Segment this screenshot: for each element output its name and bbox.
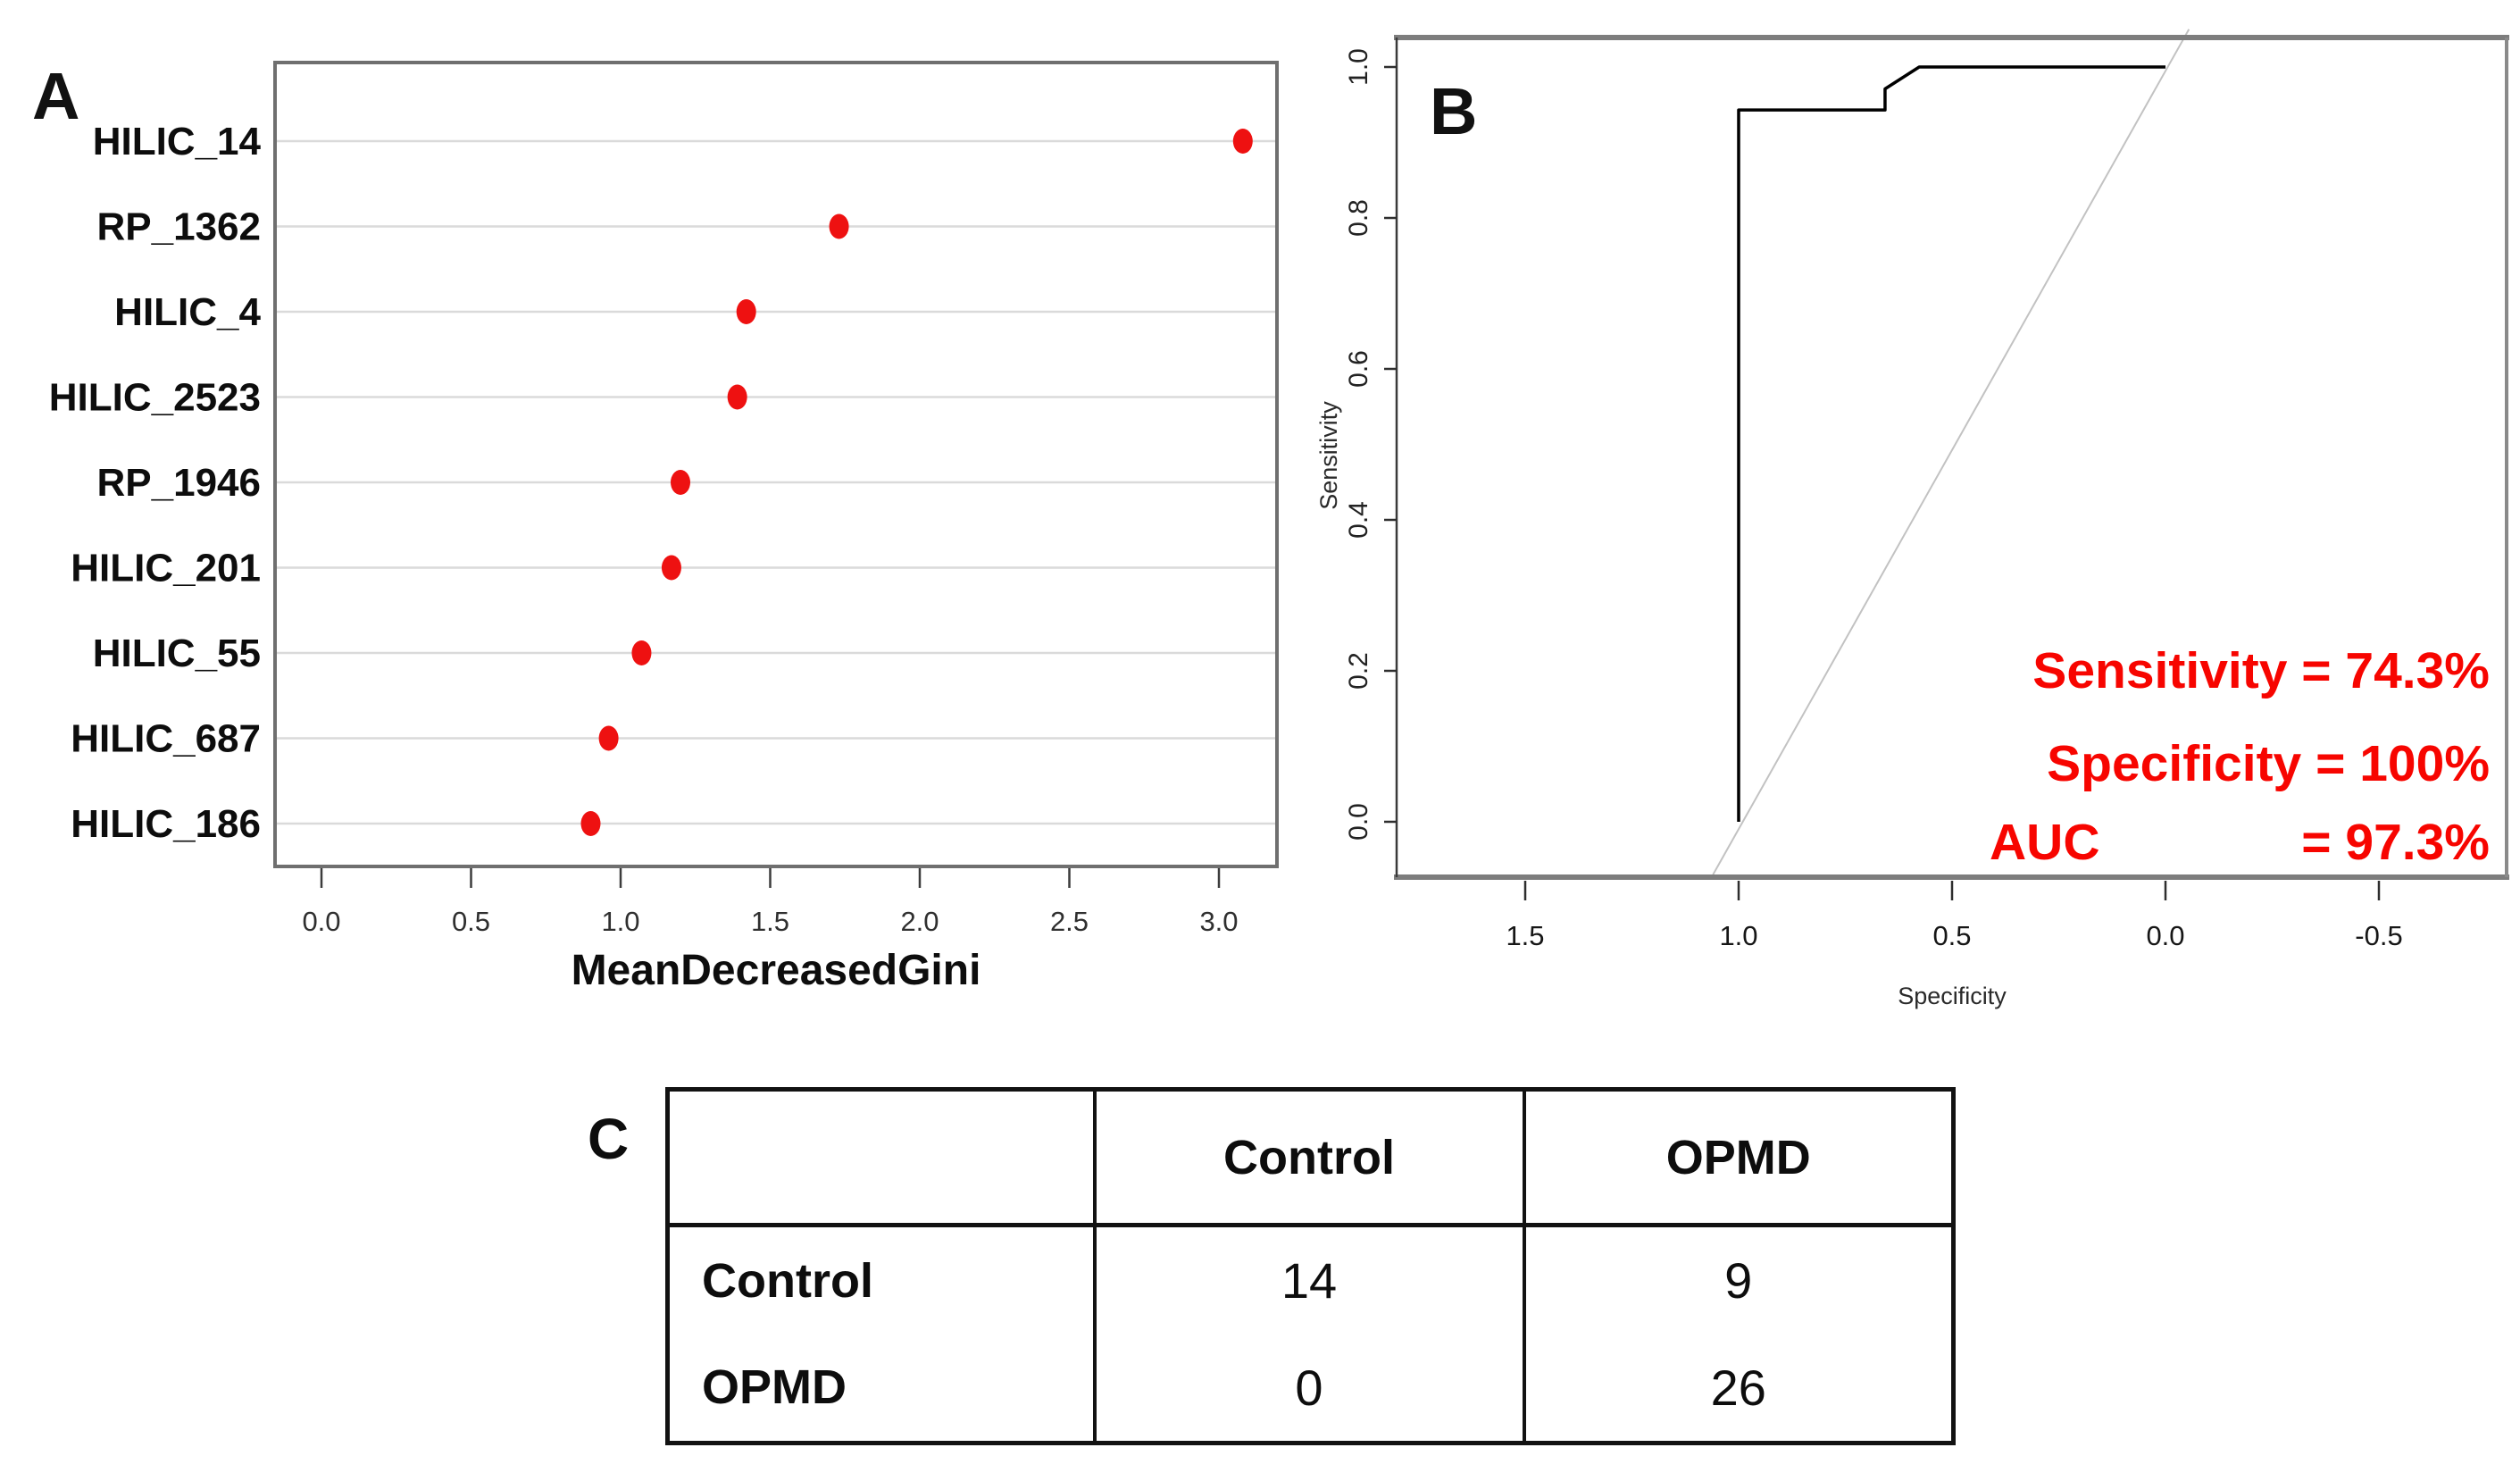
auc-annotation-label: AUC: [1990, 814, 2100, 871]
table-row-label-opmd: OPMD: [702, 1360, 847, 1415]
x-tick-label: 3.0: [1199, 906, 1238, 937]
data-point: [829, 213, 849, 239]
data-point: [671, 470, 690, 495]
category-label: HILIC_14: [93, 120, 262, 163]
y-tick-label: 0.0: [1344, 803, 1373, 841]
x-tick-label: 0.0: [2146, 920, 2184, 951]
x-tick-label: 2.5: [1050, 906, 1089, 937]
data-point: [1232, 129, 1253, 154]
data-point: [727, 384, 747, 410]
y-tick-label: 1.0: [1344, 48, 1373, 86]
table-cell-control-control: 14: [1092, 1225, 1524, 1335]
category-label: HILIC_55: [93, 632, 261, 675]
x-tick-label: 1.0: [601, 906, 639, 937]
table-row-control: Control 14 9: [668, 1225, 1954, 1335]
charts-svg: HILIC_14 RP_1362 HILIC_4 HILIC_2523 RP_1946 H…: [32, 29, 2509, 1009]
data-point: [598, 725, 619, 751]
x-tick-label: 1.0: [1719, 920, 1757, 951]
y-tick-label: 0.2: [1344, 652, 1373, 690]
data-point: [580, 811, 601, 836]
plot-frame: [273, 61, 1279, 868]
table-row-opmd: OPMD 0 26: [668, 1334, 1954, 1443]
panel-b-x-axis-title: Specificity: [1898, 983, 2007, 1009]
panel-c-label: C: [588, 1107, 630, 1171]
category-label: HILIC_2523: [49, 376, 261, 420]
panel-b-y-axis-title: Sensitivity: [1315, 401, 1342, 510]
y-tick-label: 0.6: [1344, 350, 1373, 388]
data-point: [631, 640, 652, 665]
table-header-row: Control OPMD: [667, 1089, 1954, 1227]
table-header-control: Control: [1092, 1089, 1524, 1227]
x-tick-label: -0.5: [2355, 920, 2402, 951]
table-cell-control-opmd: 9: [1522, 1225, 1954, 1335]
data-point: [736, 299, 756, 324]
x-tick-label: 0.5: [1932, 920, 1971, 951]
category-label: RP_1946: [97, 461, 261, 505]
category-label: HILIC_201: [71, 547, 261, 590]
table-corner-cell: [667, 1089, 1095, 1227]
x-tick-label: 1.5: [751, 906, 789, 937]
panel-b-label: B: [1430, 74, 1477, 148]
confusion-matrix-table: Control OPMD Control 14 9 OPMD 0 26: [665, 1087, 1956, 1445]
category-label: RP_1362: [97, 205, 261, 249]
x-tick-label: 0.0: [302, 906, 340, 937]
sensitivity-annotation: Sensitivity = 74.3%: [2032, 642, 2490, 699]
category-label: HILIC_186: [71, 802, 261, 846]
x-tick-label: 2.0: [900, 906, 939, 937]
panel-a-label: A: [32, 59, 79, 133]
panel-a-variable-importance-plot: HILIC_14 RP_1362 HILIC_4 HILIC_2523 RP_1946 H…: [49, 61, 1279, 937]
y-tick-label: 0.4: [1344, 501, 1373, 539]
category-label: HILIC_687: [71, 717, 261, 761]
roc-curve: [1737, 65, 2165, 822]
x-tick-label: 1.5: [1506, 920, 1544, 951]
chance-line: [1712, 29, 2190, 875]
data-point: [661, 555, 681, 581]
table-cell-opmd-control: 0: [1092, 1334, 1524, 1443]
category-label: HILIC_4: [114, 290, 261, 334]
panel-b-roc-plot: 1.5 1.0 0.5 0.0 -0.5 0.0 0.2 0.4 0.6 0.8 1.0: [1344, 29, 2509, 951]
table-row-label-control: Control: [702, 1253, 873, 1308]
auc-annotation-value: = 97.3%: [2301, 814, 2490, 871]
table-header-opmd: OPMD: [1522, 1089, 1954, 1227]
y-tick-label: 0.8: [1344, 199, 1373, 237]
panel-a-x-axis-title: MeanDecreasedGini: [572, 947, 981, 994]
x-tick-label: 0.5: [452, 906, 490, 937]
table-cell-opmd-opmd: 26: [1522, 1334, 1954, 1443]
specificity-annotation: Specificity = 100%: [2047, 735, 2490, 792]
